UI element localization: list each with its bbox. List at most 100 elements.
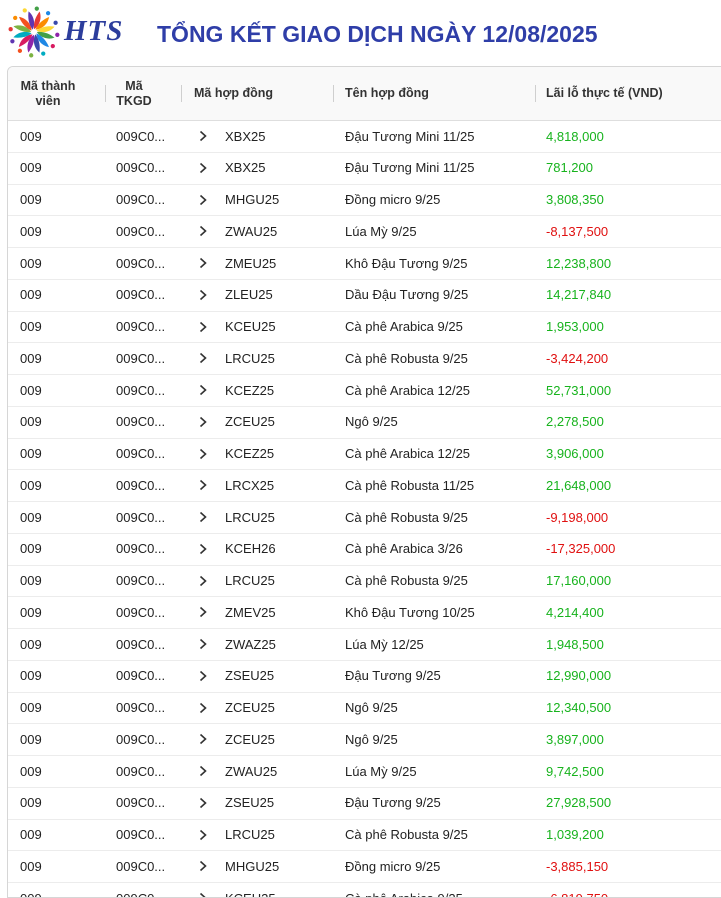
member-cell: 009 (20, 287, 42, 303)
expand-chevron-icon[interactable] (198, 216, 210, 246)
table-row[interactable]: 009 009C0... ZWAU25 Lúa Mỳ 9/25 9,742,500 (8, 756, 721, 788)
account-cell: 009C0... (116, 350, 166, 366)
contract-code-cell: ZWAU25 (225, 763, 278, 779)
expand-chevron-icon[interactable] (198, 661, 210, 691)
expand-chevron-icon[interactable] (198, 470, 210, 500)
column-header-account[interactable]: Mã TKGD (116, 78, 152, 108)
account-cell: 009C0... (116, 795, 166, 811)
expand-chevron-icon[interactable] (198, 566, 210, 596)
contract-code-cell: MHGU25 (225, 858, 280, 874)
contract-code-cell: ZLEU25 (225, 287, 273, 303)
expand-chevron-icon[interactable] (198, 407, 210, 437)
expand-chevron-icon[interactable] (198, 343, 210, 373)
table-row[interactable]: 009 009C0... LRCU25 Cà phê Robusta 9/25 1,03… (8, 820, 721, 852)
contract-code-cell: ZMEU25 (225, 255, 277, 271)
member-cell: 009 (20, 223, 42, 239)
pnl-cell: 12,238,800 (546, 255, 612, 271)
pnl-cell: 9,742,500 (546, 763, 604, 779)
contract-name-cell: Cà phê Arabica 9/25 (345, 890, 463, 898)
expand-chevron-icon[interactable] (198, 121, 210, 151)
pnl-cell: 3,808,350 (546, 192, 604, 207)
column-divider[interactable] (181, 85, 182, 102)
member-cell: 009 (20, 700, 42, 715)
expand-chevron-icon[interactable] (198, 756, 210, 786)
table-row[interactable]: 009 009C0... ZCEU25 Ngô 9/25 3,897,000 (8, 724, 721, 756)
expand-chevron-icon[interactable] (198, 820, 210, 850)
contract-code-cell: LRCU25 (225, 827, 275, 842)
table-row[interactable]: 009 009C0... XBX25 Đậu Tương Mini 11/25 781,… (8, 153, 721, 185)
expand-chevron-icon[interactable] (198, 534, 210, 564)
table-row[interactable]: 009 009C0... LRCU25 Cà phê Robusta 9/25 17,1… (8, 566, 721, 598)
table-row[interactable]: 009 009C0... ZWAU25 Lúa Mỳ 9/25 -8,137,500 (8, 216, 721, 248)
table-row[interactable]: 009 009C0... ZMEU25 Khô Đậu Tương 9/25 12,23… (8, 248, 721, 280)
expand-chevron-icon[interactable] (198, 375, 210, 405)
member-cell: 009 (20, 509, 42, 525)
contract-code-cell: MHGU25 (225, 192, 280, 207)
pnl-cell: -6,819,750 (546, 890, 609, 898)
table-row[interactable]: 009 009C0... KCEU25 Cà phê Arabica 9/25 -6,8… (8, 883, 721, 898)
table-row[interactable]: 009 009C0... ZSEU25 Đậu Tương 9/25 27,928,50… (8, 788, 721, 820)
pnl-cell: 1,953,000 (546, 319, 604, 334)
account-cell: 009C0... (116, 858, 166, 874)
expand-chevron-icon[interactable] (198, 185, 210, 215)
table-row[interactable]: 009 009C0... ZLEU25 Dầu Đậu Tương 9/25 14,21… (8, 280, 721, 312)
table-row[interactable]: 009 009C0... ZCEU25 Ngô 9/25 12,340,500 (8, 693, 721, 725)
contract-name-cell: Cà phê Robusta 9/25 (345, 350, 468, 366)
expand-chevron-icon[interactable] (198, 629, 210, 659)
pnl-cell: -17,325,000 (546, 541, 616, 557)
table-row[interactable]: 009 009C0... KCEU25 Cà phê Arabica 9/25 1,95… (8, 312, 721, 344)
expand-chevron-icon[interactable] (198, 883, 210, 897)
expand-chevron-icon[interactable] (198, 851, 210, 881)
expand-chevron-icon[interactable] (198, 312, 210, 342)
table-row[interactable]: 009 009C0... KCEZ25 Cà phê Arabica 12/25 52,… (8, 375, 721, 407)
column-divider[interactable] (105, 85, 106, 102)
column-header-member[interactable]: Mã thành viên (20, 78, 76, 108)
pnl-cell: -3,424,200 (546, 350, 609, 366)
column-divider[interactable] (535, 85, 536, 102)
account-cell: 009C0... (116, 636, 166, 652)
column-header-contract-code[interactable]: Mã hợp đồng (194, 86, 274, 100)
table-row[interactable]: 009 009C0... LRCU25 Cà phê Robusta 9/25 -9,1… (8, 502, 721, 534)
account-cell: 009C0... (116, 192, 166, 207)
expand-chevron-icon[interactable] (198, 502, 210, 532)
pnl-cell: 4,818,000 (546, 128, 604, 144)
contract-name-cell: Cà phê Robusta 9/25 (345, 573, 468, 588)
contract-code-cell: LRCX25 (225, 477, 275, 493)
page-title: TỔNG KẾT GIAO DỊCH NGÀY 12/08/2025 (157, 21, 598, 47)
table-row[interactable]: 009 009C0... XBX25 Đậu Tương Mini 11/25 4,81… (8, 121, 721, 153)
expand-chevron-icon[interactable] (198, 788, 210, 818)
contract-name-cell: Cà phê Arabica 3/26 (345, 541, 463, 557)
table-row[interactable]: 009 009C0... ZWAZ25 Lúa Mỳ 12/25 1,948,500 (8, 629, 721, 661)
pnl-cell: 21,648,000 (546, 477, 612, 493)
member-cell: 009 (20, 319, 42, 334)
column-divider[interactable] (333, 85, 334, 102)
column-header-pnl[interactable]: Lãi lỗ thực tế (VND) (546, 86, 663, 100)
table-row[interactable]: 009 009C0... LRCU25 Cà phê Robusta 9/25 -3,4… (8, 343, 721, 375)
contract-code-cell: ZSEU25 (225, 668, 275, 684)
expand-chevron-icon[interactable] (198, 439, 210, 469)
column-header-contract-name[interactable]: Tên hợp đồng (345, 86, 429, 100)
contract-code-cell: KCEH26 (225, 541, 276, 557)
member-cell: 009 (20, 160, 42, 176)
contract-name-cell: Lúa Mỳ 9/25 (345, 763, 417, 779)
account-cell: 009C0... (116, 573, 166, 588)
table-row[interactable]: 009 009C0... MHGU25 Đồng micro 9/25 3,808,35… (8, 185, 721, 217)
table-row[interactable]: 009 009C0... KCEZ25 Cà phê Arabica 12/25 3,9… (8, 439, 721, 471)
expand-chevron-icon[interactable] (198, 693, 210, 723)
table-row[interactable]: 009 009C0... ZSEU25 Đậu Tương 9/25 12,990,00… (8, 661, 721, 693)
table-row[interactable]: 009 009C0... ZMEV25 Khô Đậu Tương 10/25 4,21… (8, 597, 721, 629)
table-row[interactable]: 009 009C0... ZCEU25 Ngô 9/25 2,278,500 (8, 407, 721, 439)
account-cell: 009C0... (116, 890, 166, 898)
table-row[interactable]: 009 009C0... KCEH26 Cà phê Arabica 3/26 -17,… (8, 534, 721, 566)
pnl-cell: 1,948,500 (546, 636, 604, 652)
expand-chevron-icon[interactable] (198, 280, 210, 310)
expand-chevron-icon[interactable] (198, 597, 210, 627)
expand-chevron-icon[interactable] (198, 248, 210, 278)
table-row[interactable]: 009 009C0... LRCX25 Cà phê Robusta 11/25 21,… (8, 470, 721, 502)
table-row[interactable]: 009 009C0... MHGU25 Đồng micro 9/25 -3,885,1… (8, 851, 721, 883)
pnl-cell: 3,897,000 (546, 731, 604, 747)
contract-name-cell: Dầu Đậu Tương 9/25 (345, 287, 469, 303)
contract-code-cell: KCEZ25 (225, 382, 275, 398)
expand-chevron-icon[interactable] (198, 724, 210, 754)
expand-chevron-icon[interactable] (198, 153, 210, 183)
